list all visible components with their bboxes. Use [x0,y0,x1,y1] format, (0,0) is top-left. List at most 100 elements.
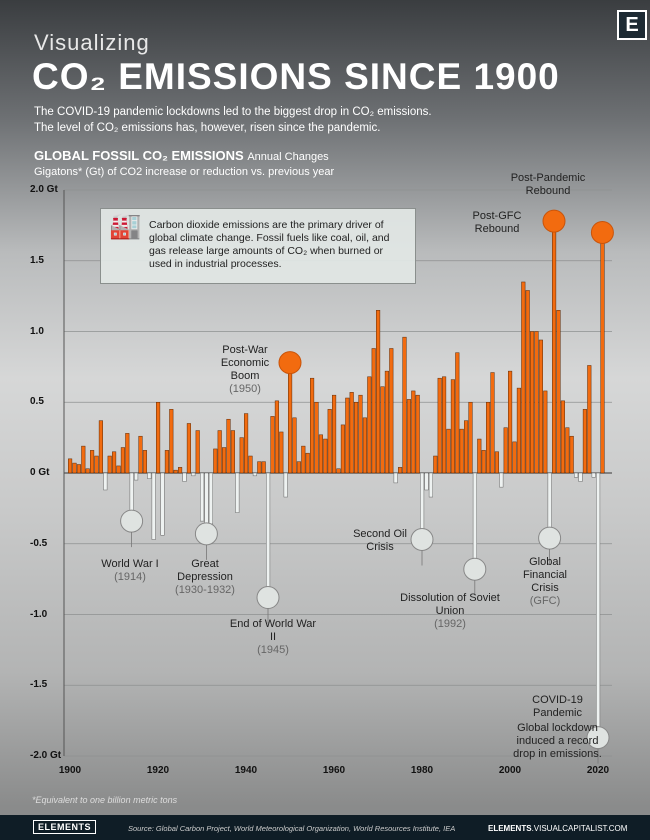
bar-1969 [371,348,376,474]
bar-2019 [591,472,596,478]
x-tick-label: 1960 [322,765,346,776]
bar-1999 [503,427,508,474]
bar-1995 [486,402,491,474]
bar-1997 [494,451,499,474]
bar-1950 [288,362,293,474]
bar-1916 [138,435,143,474]
annotation-label: Global Financial Crisis [522,556,568,594]
annotation-label: World War I [101,558,159,570]
annotation-1914: World War I (1914) [100,558,160,584]
bar-1971 [380,386,385,474]
annotation-year: (1950) [229,383,261,395]
bar-1903 [81,445,86,474]
bar-1964 [349,392,354,474]
bar-2016 [578,472,583,482]
x-tick-label: 1980 [410,765,434,776]
bar-1940 [244,413,249,474]
annotation-label: End of World War II [229,618,317,643]
annotation-label: Post-War Economic Boom [220,344,270,382]
bar-1949 [283,472,288,498]
bar-1958 [323,438,328,474]
bar-1957 [318,434,323,474]
factory-icon: 🏭 [109,210,142,240]
bar-1909 [107,455,112,474]
annotation-label: Post-Pandemic Rebound [510,172,586,197]
bar-1959 [327,409,332,474]
annotation-note: Global lockdown induced a record drop in… [513,722,602,760]
bar-1965 [354,402,359,474]
bar-1937 [230,430,235,474]
subtitle-2: The level of CO₂ emissions has, however,… [34,122,381,134]
bar-1990 [464,420,469,474]
bar-1970 [376,310,381,474]
bar-1915 [134,472,139,481]
annotation-year: (1930-1932) [175,584,235,596]
site-link[interactable]: ELEMENTS.VISUALCAPITALIST.COM [488,824,628,833]
bar-1988 [455,352,460,474]
bar-1900 [68,458,73,474]
x-tick-label: 2020 [586,765,610,776]
y-tick-label: -2.0 Gt [30,750,62,761]
bar-1973 [389,348,394,474]
annotation-2010: Post-GFC Rebound [462,210,532,236]
annotation-marker [463,557,487,581]
x-tick-label: 1940 [234,765,258,776]
bar-1927 [186,423,191,474]
bar-1924 [173,469,178,474]
bar-1955 [310,377,315,474]
bar-1913 [125,433,130,474]
bar-1946 [270,416,275,474]
bar-2000 [508,370,513,474]
bar-1948 [279,431,284,474]
annotation-1950: Post-War Economic Boom (1950) [210,344,280,396]
bar-1911 [116,465,121,474]
bar-1984 [437,377,442,474]
bar-1954 [305,452,310,474]
bar-1976 [402,336,407,474]
bar-2013 [565,427,570,474]
annotation-year: (1914) [114,571,146,583]
bar-1933 [213,448,218,474]
bar-1953 [301,445,306,474]
bar-1906 [94,455,99,474]
bar-1922 [164,450,169,474]
bar-1968 [367,376,372,474]
y-tick-label: 1.5 [30,254,44,266]
bar-1998 [499,472,504,488]
bar-1919 [151,472,156,540]
bar-1907 [98,420,103,474]
bar-1908 [103,472,108,491]
annotation-marker [590,220,614,244]
bar-1943 [257,461,262,474]
page-title: CO₂ EMISSIONS SINCE 1900 [32,56,560,97]
bar-1977 [406,399,411,474]
x-tick-label: 2000 [498,765,522,776]
bar-2005 [530,331,535,474]
annotation-1931: Great Depression (1930-1932) [165,558,245,597]
bar-2014 [569,435,574,474]
bar-1939 [239,437,244,474]
info-box: 🏭 Carbon dioxide emissions are the primar… [100,208,416,284]
bar-1945 [266,472,271,598]
bar-1901 [72,462,77,474]
annotation-2009: Global Financial Crisis (GFC) [510,556,580,608]
bar-1994 [481,450,486,474]
bar-1978 [411,390,416,474]
bar-2003 [521,281,526,474]
bar-1902 [76,464,81,474]
bar-2021 [600,232,605,474]
bar-1961 [336,468,341,474]
bar-1910 [112,451,117,474]
bar-2006 [534,331,539,474]
y-tick-label: 0 Gt [30,467,50,478]
annotation-marker [120,509,144,533]
bar-1928 [191,472,196,477]
annotation-marker [194,522,218,546]
bar-1979 [415,394,420,474]
bar-1966 [358,394,363,474]
bar-1986 [446,428,451,474]
bar-1967 [362,417,367,474]
kicker: Visualizing [34,30,150,55]
bar-1905 [90,450,95,474]
bar-1972 [384,370,389,474]
